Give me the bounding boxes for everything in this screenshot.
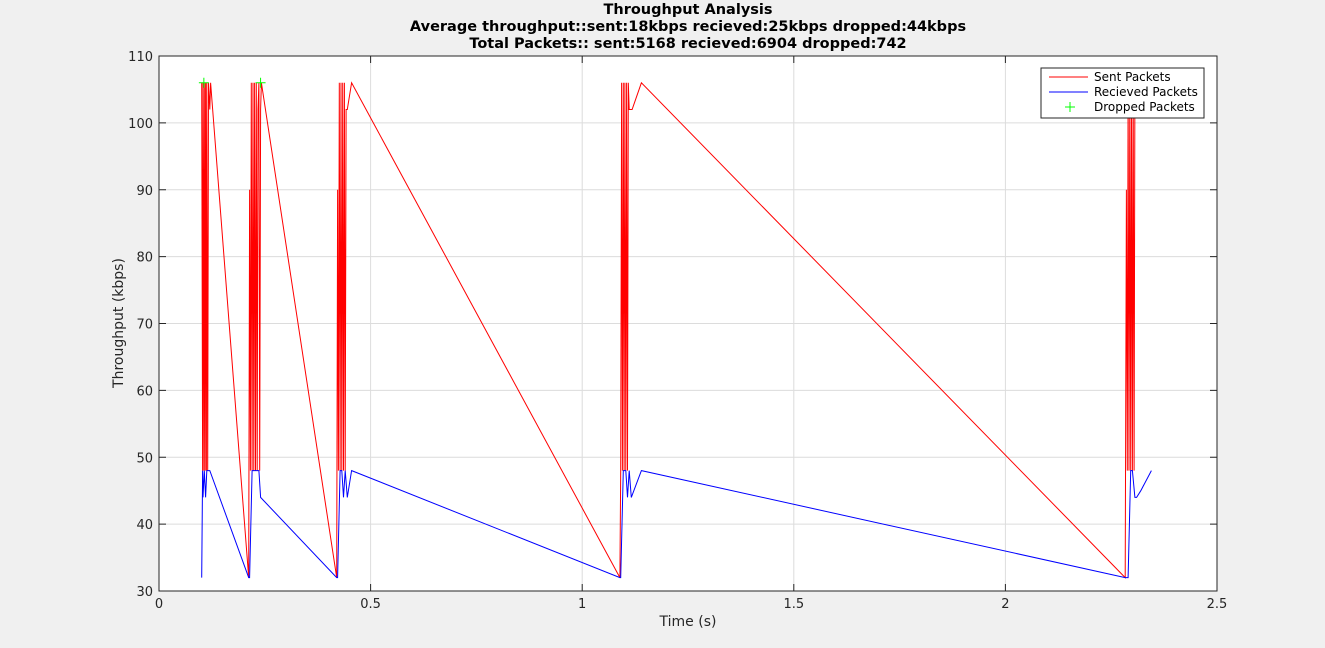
- y-tick-label: 30: [136, 585, 153, 600]
- x-tick-label: 2: [1001, 597, 1009, 612]
- y-tick-label: 110: [128, 50, 153, 65]
- chart-subtitle-throughput: Average throughput::sent:18kbps recieved…: [410, 19, 966, 35]
- legend-box: [1040, 67, 1205, 119]
- legend-dropped-swatch: [1065, 102, 1075, 112]
- x-tick-label: 0.5: [360, 597, 381, 612]
- y-tick-label: 60: [136, 384, 153, 399]
- y-tick-label: 50: [136, 451, 153, 466]
- legend-received-label: Recieved Packets: [1094, 85, 1198, 99]
- x-tick-label: 0: [155, 597, 163, 612]
- dropped-packets-marker: [255, 77, 266, 88]
- y-tick-label: 90: [136, 184, 153, 199]
- legend-dropped-label: Dropped Packets: [1094, 100, 1195, 114]
- chart-title: Throughput Analysis: [603, 2, 772, 18]
- ticks: 0 0.5 1 1.5 2 2.5 30 40 50 60 70 80 90 100 110: [128, 50, 1227, 612]
- legend: Sent Packets Recieved Packets Dropped Pa…: [1040, 67, 1205, 119]
- dropped-packets-marker: [198, 77, 209, 88]
- legend-sent-label: Sent Packets: [1094, 70, 1171, 84]
- received-packets-line: [201, 469, 1152, 579]
- y-tick-label: 70: [136, 318, 153, 333]
- series-group: [198, 77, 1152, 579]
- x-axis-label: Time (s): [659, 614, 717, 630]
- x-tick-label: 1: [578, 597, 586, 612]
- chart-subtitle-packets: Total Packets:: sent:5168 recieved:6904 …: [469, 36, 906, 52]
- x-tick-label: 1.5: [783, 597, 804, 612]
- y-tick-label: 40: [136, 518, 153, 533]
- chart-title-block: Throughput Analysis Average throughput::…: [410, 2, 966, 52]
- y-tick-label: 100: [128, 117, 153, 132]
- y-tick-label: 80: [136, 251, 153, 266]
- x-tick-label: 2.5: [1207, 597, 1228, 612]
- y-axis-label: Throughput (kbps): [111, 258, 127, 389]
